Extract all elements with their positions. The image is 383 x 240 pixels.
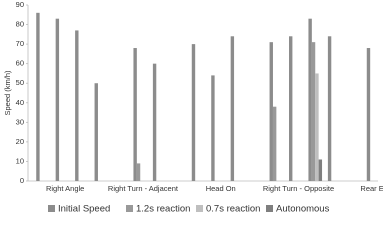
bar (133, 48, 137, 182)
y-tick-label: 10 (16, 156, 24, 165)
y-tick-label: 60 (16, 59, 24, 68)
x-tick-label: Head On (206, 184, 236, 193)
y-tick-label: 40 (16, 98, 24, 107)
legend-swatch (126, 205, 133, 212)
chart: Speed (km/h) 0 10 20 30 40 50 60 70 80 90 Right An… (3, 0, 383, 215)
y-tick-label: 0 (20, 176, 24, 185)
bar (94, 83, 98, 181)
y-tick-label: 20 (16, 137, 24, 146)
bar (269, 42, 273, 182)
y-tick-label: 80 (16, 20, 24, 29)
legend-swatch (48, 205, 55, 212)
bar (55, 18, 60, 181)
x-tick-label: Rear End (360, 184, 383, 193)
legend-label: Autonomous (276, 204, 330, 215)
bar (230, 36, 235, 182)
bar (36, 12, 40, 182)
legend-label: 1.2s reaction (136, 204, 190, 215)
legend-label: 0.7s reaction (206, 204, 260, 215)
x-tick-label: Right Turn - Opposite (263, 184, 334, 193)
bar (327, 36, 332, 182)
y-axis-label: Speed (km/h) (3, 70, 12, 116)
bar (75, 30, 79, 181)
bar (136, 163, 141, 181)
legend-swatch (196, 205, 203, 212)
legend-label: Initial Speed (58, 204, 110, 215)
bar (272, 106, 277, 181)
x-tick-label: Right Angle (46, 184, 84, 193)
bar (311, 42, 316, 182)
bar (289, 36, 293, 182)
bar (315, 73, 319, 181)
bar (308, 18, 312, 181)
bar (366, 48, 371, 182)
bar (211, 75, 215, 181)
bar (152, 63, 157, 181)
bar (318, 159, 323, 181)
legend-swatch (266, 205, 273, 212)
y-tick-label: 90 (16, 0, 24, 9)
y-tick-label: 70 (16, 39, 24, 48)
bar (191, 44, 196, 181)
y-tick-label: 50 (16, 78, 24, 87)
x-tick-label: Right Turn - Adjacent (108, 184, 179, 193)
y-tick-label: 30 (16, 117, 24, 126)
